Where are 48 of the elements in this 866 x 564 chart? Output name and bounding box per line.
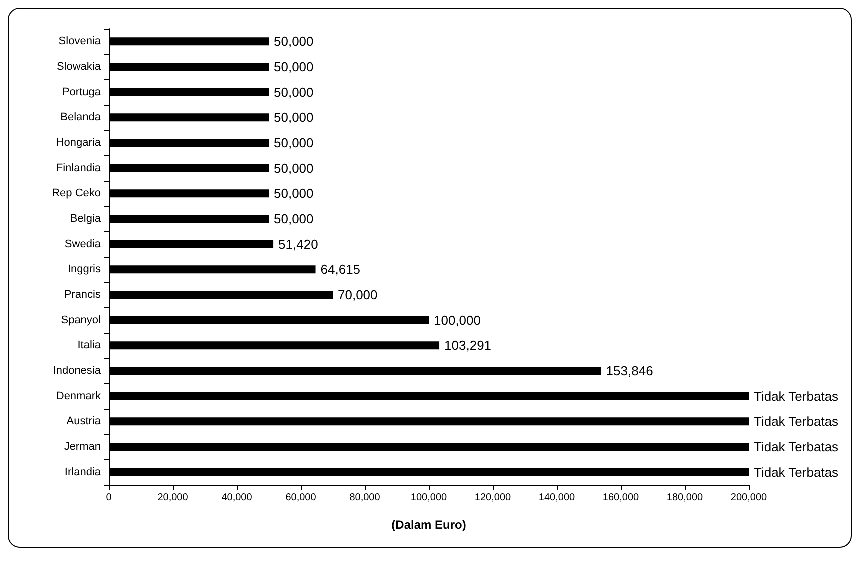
data-label: 51,420 bbox=[278, 236, 318, 252]
data-label: Tidak Terbatas bbox=[754, 464, 840, 480]
x-tick-label: 80,000 bbox=[350, 492, 381, 504]
y-tick-label: Italia bbox=[78, 340, 102, 352]
data-label: 100,000 bbox=[434, 312, 481, 328]
x-tick-label: 0 bbox=[106, 492, 112, 504]
x-tick-label: 40,000 bbox=[222, 492, 253, 504]
data-label: Tidak Terbatas bbox=[754, 388, 840, 404]
x-tick-label: 200,000 bbox=[730, 492, 768, 504]
data-label: 50,000 bbox=[274, 60, 314, 74]
y-tick-label: Belanda bbox=[60, 112, 102, 124]
y-tick-label: Portuga bbox=[62, 86, 102, 98]
y-tick-label: Inggris bbox=[68, 264, 102, 276]
data-label: 64,615 bbox=[320, 262, 361, 278]
data-label: Tidak Terbatas bbox=[754, 414, 840, 430]
x-tick-label: 60,000 bbox=[286, 492, 317, 504]
data-label: 50,000 bbox=[274, 212, 314, 226]
y-tick-label: Austria bbox=[66, 416, 102, 428]
y-tick-label: Denmark bbox=[56, 390, 102, 402]
data-label: Tidak Terbatas bbox=[754, 440, 840, 454]
y-tick-label: Rep Ceko bbox=[52, 188, 101, 200]
data-label: 50,000 bbox=[274, 34, 314, 50]
y-tick-label: Belgia bbox=[70, 213, 102, 225]
data-label: 50,000 bbox=[274, 110, 314, 126]
data-label: 50,000 bbox=[274, 84, 314, 100]
x-tick-label: 180,000 bbox=[666, 492, 704, 504]
x-axis-title: (Dalam Euro) bbox=[392, 518, 466, 532]
x-tick-label: 120,000 bbox=[474, 492, 512, 504]
data-label: 50,000 bbox=[274, 136, 314, 150]
y-tick-label: Finlandia bbox=[56, 162, 102, 174]
data-label: 153,846 bbox=[606, 364, 654, 378]
y-tick-label: Indonesia bbox=[53, 365, 102, 377]
y-tick-label: Jerman bbox=[64, 441, 101, 453]
x-tick-label: 160,000 bbox=[602, 492, 640, 504]
data-label: 70,000 bbox=[338, 288, 378, 302]
data-label: 103,291 bbox=[444, 338, 492, 354]
x-tick-label: 100,000 bbox=[410, 492, 448, 504]
x-tick-label: 20,000 bbox=[158, 492, 189, 504]
y-tick-label: Spanyol bbox=[61, 314, 101, 326]
data-label: 50,000 bbox=[274, 186, 314, 202]
y-tick-label: Swedia bbox=[64, 238, 102, 250]
data-label: 50,000 bbox=[274, 160, 314, 176]
x-tick-label: 140,000 bbox=[538, 492, 576, 504]
y-tick-label: Slovenia bbox=[58, 36, 102, 48]
y-tick-label: Prancis bbox=[64, 289, 102, 301]
y-tick-label: Slowakia bbox=[56, 61, 102, 73]
y-tick-label: Irlandia bbox=[64, 466, 102, 478]
y-tick-label: Hongaria bbox=[56, 137, 102, 149]
